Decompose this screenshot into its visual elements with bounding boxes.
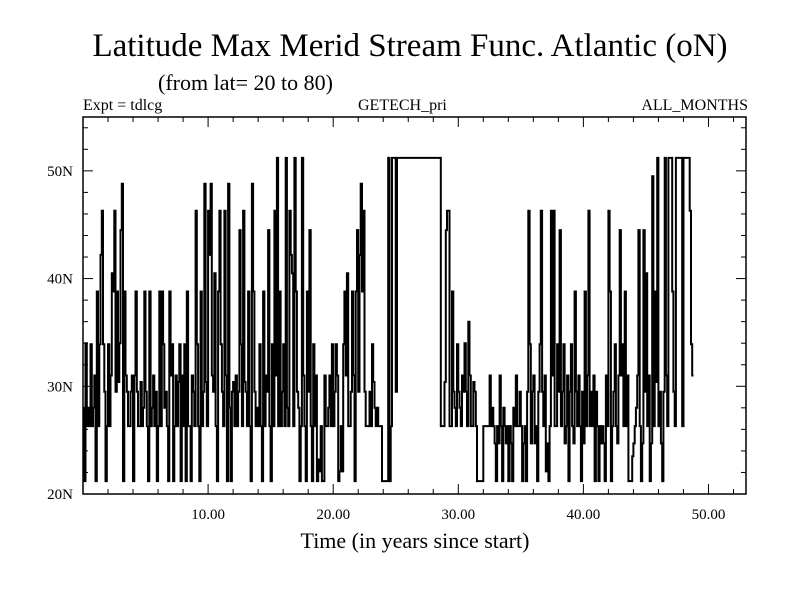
y-tick-label: 50N [47,164,73,180]
y-tick-label: 20N [47,487,73,503]
run-label: GETECH_pri [358,97,447,114]
series-line [83,156,694,483]
x-tick-label: 50.00 [692,507,726,523]
months-label: ALL_MONTHS [641,97,748,114]
x-tick-label: 30.00 [441,507,475,523]
chart-subtitle: (from lat= 20 to 80) [158,70,333,95]
y-tick-label: 30N [47,379,73,395]
experiment-label: Expt = tdlcg [83,97,163,114]
x-tick-label: 20.00 [316,507,350,523]
plot-frame [82,116,747,495]
x-axis-label: Time (in years since start) [301,528,530,553]
chart-title: Latitude Max Merid Stream Func. Atlantic… [92,28,728,64]
y-tick-label: 40N [47,272,73,288]
x-tick-label: 10.00 [191,507,225,523]
x-tick-label: 40.00 [567,507,601,523]
